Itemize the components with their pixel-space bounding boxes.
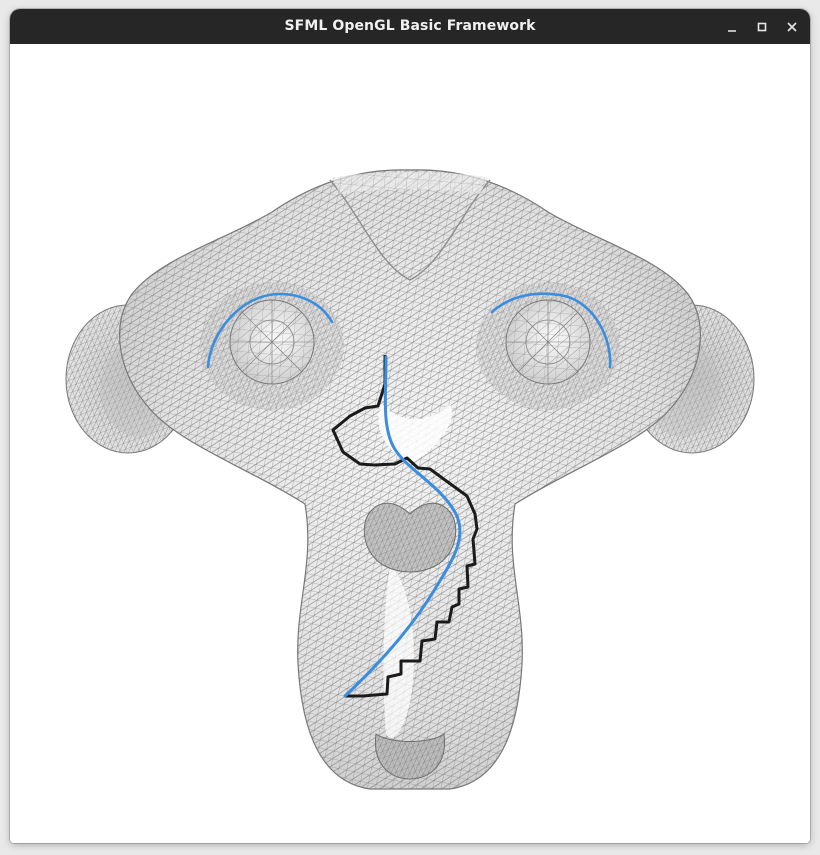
brow-ridge	[329, 172, 491, 281]
right-eye	[476, 282, 620, 410]
minimize-button[interactable]	[721, 16, 743, 38]
muzzle-highlight	[383, 564, 414, 738]
mouth	[374, 733, 446, 780]
nose	[363, 502, 457, 573]
face-highlight	[378, 404, 452, 464]
geodesic-curve	[343, 355, 462, 698]
opengl-viewport[interactable]	[10, 44, 810, 843]
maximize-button[interactable]	[751, 16, 773, 38]
monkey-mesh-render	[65, 169, 755, 790]
maximize-icon	[757, 22, 767, 32]
left-brow-curve	[206, 292, 334, 369]
close-button[interactable]	[781, 16, 803, 38]
mesh-edge-path	[331, 355, 479, 698]
close-icon	[787, 22, 797, 32]
right-brow-curve	[490, 292, 612, 369]
app-window: SFML OpenGL Basic Framework	[10, 9, 810, 843]
window-title: SFML OpenGL Basic Framework	[284, 18, 536, 34]
minimize-icon	[728, 30, 736, 32]
left-eye	[200, 282, 344, 410]
title-bar[interactable]: SFML OpenGL Basic Framework	[10, 9, 810, 44]
